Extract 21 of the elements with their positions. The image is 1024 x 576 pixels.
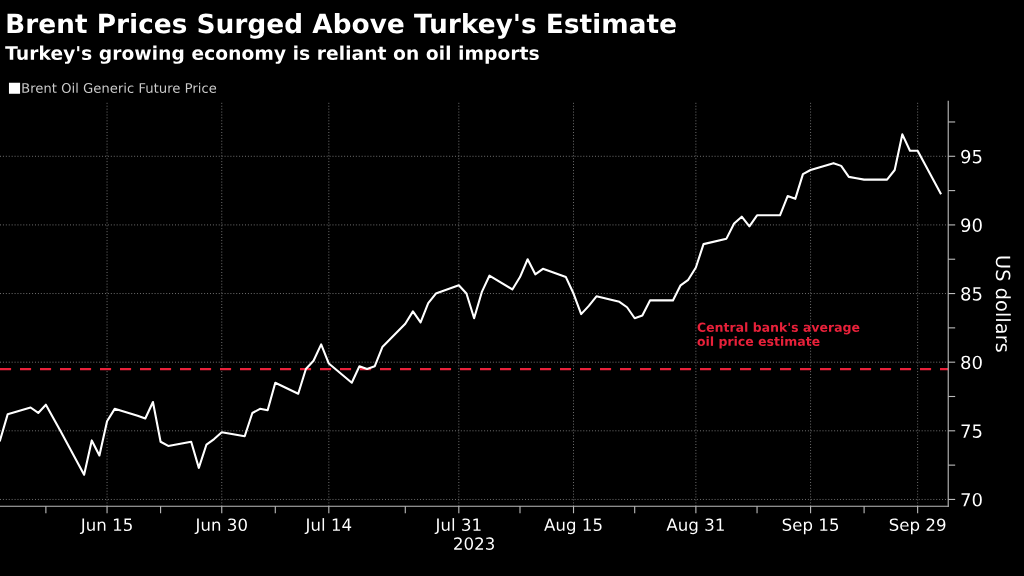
y-axis-title: US dollars: [995, 256, 1011, 352]
x-tick-label: Aug 15: [544, 518, 602, 535]
y-tick-label: 75: [961, 424, 982, 438]
y-tick-label: 95: [961, 149, 982, 164]
x-tick-label: Jul 31: [434, 518, 481, 535]
line-series: [0, 133, 942, 476]
x-tick-label: Aug 31: [666, 518, 724, 535]
chart-title: Brent Prices Surged Above Turkey's Estimate: [7, 13, 676, 39]
chart-subtitle: Turkey's growing economy is reliant on oil imports: [5, 45, 539, 64]
y-tick-label: 80: [961, 355, 982, 370]
x-tick-label: Sep 15: [782, 518, 839, 535]
y-tick-label: 85: [961, 287, 982, 301]
x-tick-label: Jun 30: [194, 518, 247, 535]
x-axis-title: 2023: [454, 537, 494, 550]
y-tick-label: 70: [961, 492, 982, 507]
x-tick-label: Jun 15: [79, 518, 132, 535]
x-tick-label: Jul 14: [304, 518, 352, 535]
legend-label: Brent Oil Generic Future Price: [22, 82, 217, 94]
ref-line-label: Central bank's average oil price estimate: [697, 322, 860, 349]
x-tick-label: Sep 29: [889, 518, 946, 535]
y-tick-label: 90: [961, 218, 982, 233]
